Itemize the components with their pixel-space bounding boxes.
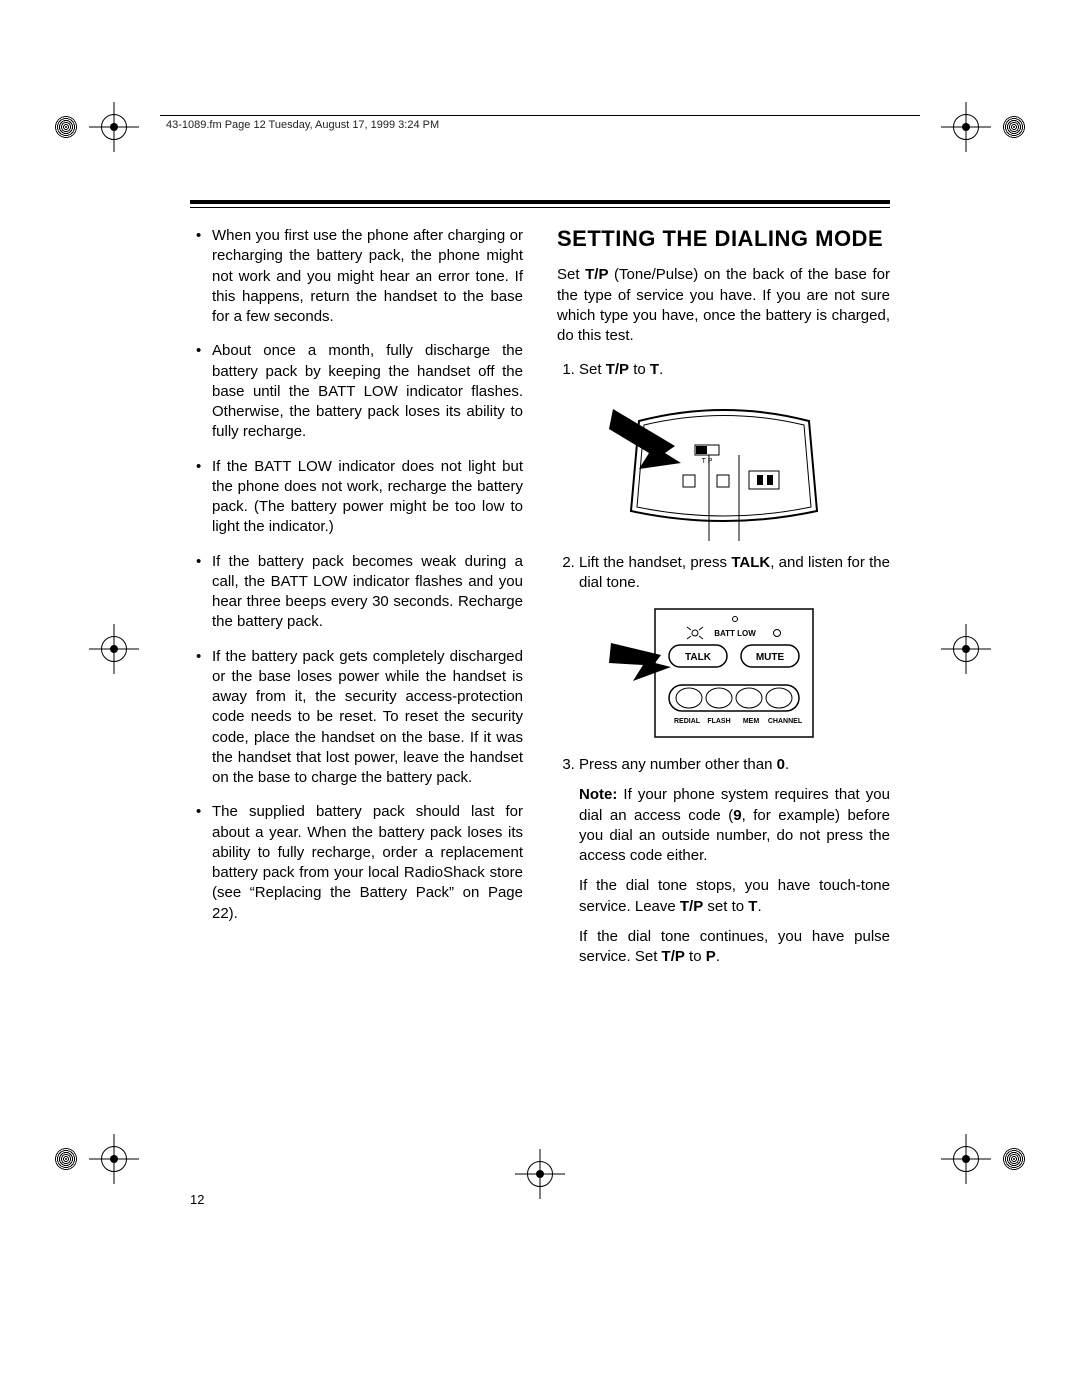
text: .	[785, 756, 789, 773]
rule-thin	[190, 207, 890, 208]
nine-label: 9	[733, 807, 741, 824]
steps-list: Set T/P to T. T P	[557, 360, 890, 967]
step-2: Lift the handset, press TALK, and listen…	[579, 553, 890, 744]
bullet-item: If the battery pack becomes weak during …	[190, 552, 523, 633]
text: Set	[579, 361, 606, 378]
flash-label: FLASH	[707, 718, 730, 725]
text: Lift the handset, press	[579, 554, 731, 571]
text: .	[716, 948, 720, 965]
crop-mark-mid-right	[947, 630, 985, 668]
text: set to	[703, 898, 748, 915]
step-3: Press any number other than 0. Note: If …	[579, 755, 890, 967]
batt-low-label: BATT LOW	[714, 629, 756, 638]
left-column: When you first use the phone after charg…	[190, 226, 523, 979]
page-number: 12	[190, 1192, 204, 1207]
redial-label: REDIAL	[673, 718, 700, 725]
crop-header-text: 43-1089.fm Page 12 Tuesday, August 17, 1…	[166, 119, 439, 131]
tp-label: T/P	[662, 948, 685, 965]
t-label: T	[650, 361, 659, 378]
bullet-item: The supplied battery pack should last fo…	[190, 802, 523, 924]
step-3-pulse: If the dial tone continues, you have pul…	[579, 927, 890, 968]
tp-label: T/P	[680, 898, 703, 915]
figure-base-back: T P	[557, 391, 890, 541]
crop-mark-top-right	[947, 108, 1025, 146]
right-column: SETTING THE DIALING MODE Set T/P (Tone/P…	[557, 226, 890, 979]
page: 43-1089.fm Page 12 Tuesday, August 17, 1…	[0, 0, 1080, 1397]
text: to	[685, 948, 706, 965]
intro-paragraph: Set T/P (Tone/Pulse) on the back of the …	[557, 265, 890, 346]
text: Press any number other than	[579, 756, 777, 773]
columns: When you first use the phone after charg…	[190, 226, 890, 979]
step-1: Set T/P to T. T P	[579, 360, 890, 540]
crop-mark-bot-right	[947, 1140, 1025, 1178]
text: to	[629, 361, 650, 378]
step-3-note: Note: If your phone system requires that…	[579, 785, 890, 866]
tp-label: T/P	[585, 266, 608, 283]
crop-header: 43-1089.fm Page 12 Tuesday, August 17, 1…	[160, 115, 920, 131]
tp-switch-label: T P	[701, 458, 712, 465]
text: .	[757, 898, 761, 915]
p-label: P	[706, 948, 716, 965]
step-3-tone: If the dial tone stops, you have touch-t…	[579, 876, 890, 917]
handset-svg: BATT LOW TALK MUTE	[609, 603, 839, 743]
text: Set	[557, 266, 585, 283]
mute-button-label: MUTE	[755, 652, 784, 663]
zero-label: 0	[777, 756, 785, 773]
crop-mark-mid-left	[95, 630, 133, 668]
text: .	[659, 361, 663, 378]
content-frame: When you first use the phone after charg…	[190, 200, 890, 1177]
note-label: Note:	[579, 786, 617, 803]
figure-handset: BATT LOW TALK MUTE	[557, 603, 890, 743]
base-back-svg: T P	[609, 391, 839, 541]
section-heading: SETTING THE DIALING MODE	[557, 226, 890, 251]
bullet-item: When you first use the phone after charg…	[190, 226, 523, 327]
bullet-item: About once a month, fully discharge the …	[190, 341, 523, 442]
crop-mark-top-left	[55, 108, 133, 146]
crop-mark-bot-left	[55, 1140, 133, 1178]
bullet-list: When you first use the phone after charg…	[190, 226, 523, 924]
rule-thick	[190, 200, 890, 204]
text: If the dial tone continues, you have pul…	[579, 928, 890, 965]
tp-label: T/P	[606, 361, 629, 378]
mem-label: MEM	[742, 718, 759, 725]
channel-label: CHANNEL	[767, 718, 802, 725]
talk-label: TALK	[731, 554, 770, 571]
bullet-item: If the BATT LOW indicator does not light…	[190, 457, 523, 538]
talk-button-label: TALK	[685, 652, 712, 663]
bullet-item: If the battery pack gets completely disc…	[190, 647, 523, 789]
